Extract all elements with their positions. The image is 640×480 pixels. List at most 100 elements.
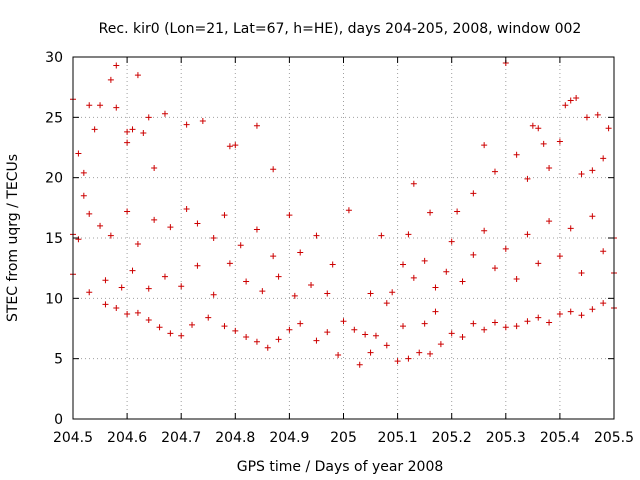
data-point [421,320,428,327]
data-point [567,225,574,232]
y-tick-label: 15 [45,231,63,247]
data-point [432,284,439,291]
data-point [383,300,390,307]
data-point [589,306,596,313]
data-point [437,341,444,348]
data-point [145,285,152,292]
data-point [86,289,93,296]
data-point [513,151,520,158]
data-point [243,278,250,285]
data-point [573,95,580,102]
data-point [556,138,563,145]
data-point [107,76,114,83]
x-tick-label: 205.4 [540,430,580,446]
x-tick-label: 204.9 [269,430,309,446]
data-point [454,208,461,215]
data-point [226,260,233,267]
data-point [199,117,206,124]
data-point [470,251,477,258]
data-point [270,253,277,260]
data-point [210,235,217,241]
data-point [362,331,369,338]
data-point [340,318,347,325]
data-point [194,262,201,269]
data-point [134,241,141,248]
data-point [297,249,304,256]
data-point [594,111,601,118]
data-point [167,330,174,337]
data-point [546,165,553,172]
data-point [243,333,250,340]
data-point [459,333,466,340]
data-point [427,209,434,216]
data-point [378,232,385,239]
data-point [578,312,585,319]
data-point [313,232,320,239]
data-point [432,308,439,315]
data-point [253,226,260,233]
data-point [161,110,168,117]
x-axis-ticks: 204.5 204.6 204.7 204.8 204.9 205 205.1 205.2 20… [53,57,634,446]
data-point [410,180,417,187]
data-point [524,231,531,238]
data-point [567,308,574,315]
data-point [481,326,488,333]
data-point [329,261,336,268]
data-point [264,344,271,351]
data-point [600,155,607,162]
data-point [400,261,407,268]
data-point [546,218,553,225]
data-point [275,273,282,280]
data-point [167,224,174,231]
data-point [145,114,152,121]
data-point [605,125,612,132]
data-point [253,122,260,129]
data-point [232,142,239,149]
data-point [583,114,590,121]
data-point [491,168,498,175]
data-point [97,102,104,109]
data-point [205,314,212,321]
data-point [232,327,239,334]
data-point [513,276,520,283]
data-point [427,350,434,357]
data-point [389,289,396,296]
x-tick-label: 205.1 [378,430,418,446]
data-point [491,319,498,326]
data-point [416,349,423,356]
data-point [524,175,531,182]
data-point [113,304,120,311]
data-point [107,232,114,239]
data-point [589,167,596,174]
data-point [491,265,498,272]
data-point [502,324,509,331]
data-point [589,213,596,220]
data-point [134,309,141,316]
data-point [400,323,407,330]
data-point [113,104,120,111]
data-point [481,227,488,234]
data-point [129,126,136,133]
data-point [600,248,607,255]
data-point [86,102,93,109]
x-tick-label: 204.5 [53,430,93,446]
data-point [124,139,131,146]
data-point [113,62,120,69]
data-point [535,260,542,267]
data-point [367,349,374,356]
data-point [226,143,233,150]
data-point [535,314,542,321]
data-point [189,321,196,328]
data-point [345,207,352,214]
data-point [383,342,390,349]
x-tick-label: 204.8 [215,430,255,446]
data-point [124,208,131,215]
data-point [421,257,428,264]
data-point [86,210,93,217]
data-point [178,283,185,290]
data-point [405,355,412,362]
y-tick-label: 20 [45,171,63,187]
x-tick-label: 204.6 [107,430,147,446]
data-point [335,352,342,359]
data-point [140,130,147,137]
